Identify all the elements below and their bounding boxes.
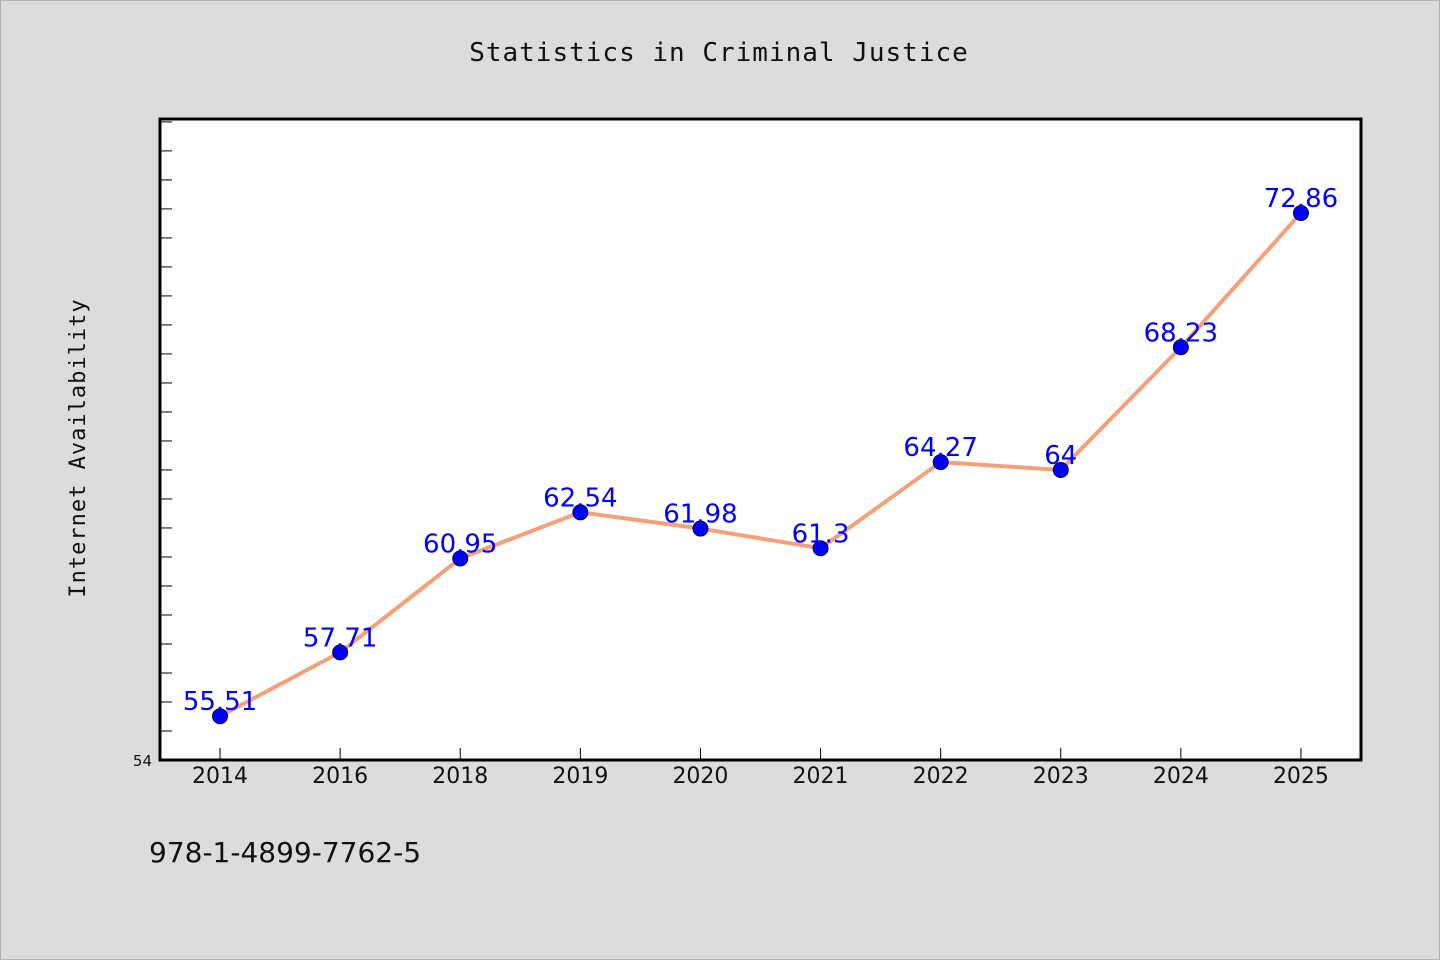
data-point-marker <box>932 454 949 471</box>
x-tick-label: 2016 <box>312 764 368 789</box>
data-label: 68.23 <box>1144 318 1218 348</box>
data-point-marker <box>1052 461 1069 478</box>
data-markers <box>212 204 1309 725</box>
plot-area <box>160 119 1361 760</box>
series-line <box>218 210 1303 719</box>
data-point-marker <box>332 644 349 661</box>
data-label: 55.51 <box>183 687 257 717</box>
data-label: 60.95 <box>423 529 497 559</box>
x-tick-label: 2023 <box>1033 764 1089 789</box>
data-label: 64.27 <box>903 433 977 463</box>
data-point-marker <box>572 504 589 521</box>
data-labels: 55.51 57.71 60.95 62.54 61.98 61.3 64.27 64 68.2… <box>183 184 1338 717</box>
data-point-marker <box>692 520 709 537</box>
data-point-marker <box>812 540 829 557</box>
x-tick-labels: 2014 2016 2018 2019 2020 2021 2022 2023 2024 2025 <box>192 764 1329 789</box>
data-point-marker <box>452 550 469 567</box>
x-tick-label: 2019 <box>552 764 608 789</box>
x-tick-label: 2018 <box>432 764 488 789</box>
y-axis-label: Internet Availability <box>66 298 91 597</box>
data-label: 61.3 <box>792 519 850 549</box>
x-tick-label: 2014 <box>192 764 248 789</box>
x-tick-label: 2025 <box>1273 764 1329 789</box>
data-label: 57.71 <box>303 623 377 653</box>
data-point-marker <box>1292 204 1309 221</box>
data-label: 72.86 <box>1264 184 1338 214</box>
isbn-text: 978-1-4899-7762-5 <box>149 836 421 869</box>
y-tick-label: 54 <box>133 752 152 770</box>
data-label: 64 <box>1044 441 1077 471</box>
x-tick-label: 2024 <box>1153 764 1209 789</box>
data-point-marker <box>1172 339 1189 356</box>
data-label: 61.98 <box>663 500 737 530</box>
x-tick-label: 2020 <box>672 764 728 789</box>
x-tick-label: 2022 <box>913 764 969 789</box>
data-label: 62.54 <box>543 483 617 513</box>
plot-frame <box>158 117 1363 762</box>
x-axis-ticks <box>219 748 1302 760</box>
chart-title: Statistics in Criminal Justice <box>469 38 969 68</box>
data-point-marker <box>212 708 229 725</box>
x-tick-label: 2021 <box>793 764 849 789</box>
